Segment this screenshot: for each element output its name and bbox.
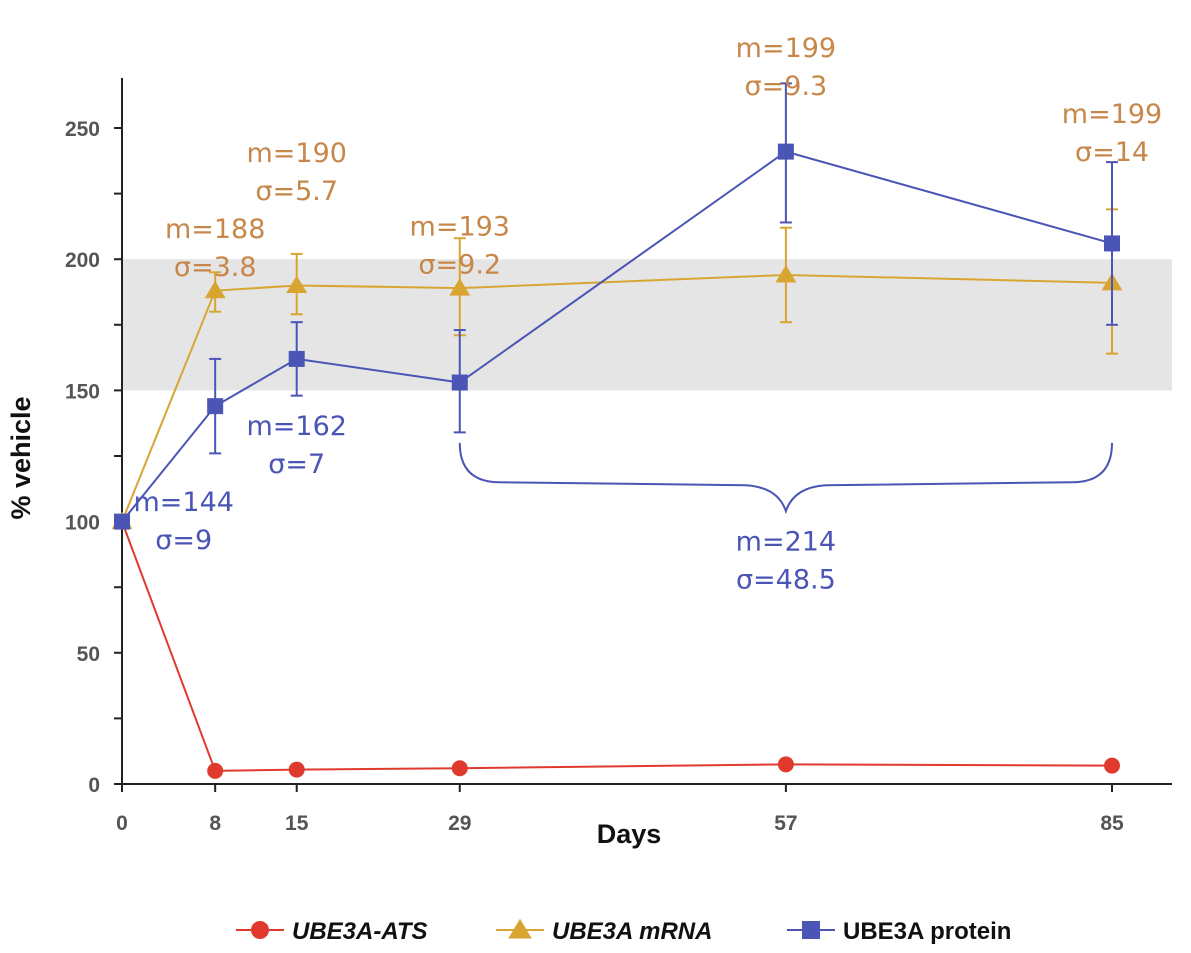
annotation-text: σ=14	[1075, 137, 1149, 168]
annotation-text: σ=5.7	[255, 176, 338, 207]
bracket	[458, 442, 1113, 515]
x-tick-label: 8	[209, 812, 221, 835]
annotation: m=188 σ=3.8	[165, 214, 265, 283]
data-point	[288, 761, 305, 778]
y-tick-label: 250	[65, 118, 100, 141]
data-point	[1104, 757, 1120, 774]
data-point	[1104, 235, 1120, 252]
series	[111, 82, 1123, 779]
annotation-text: σ=9.2	[418, 250, 501, 281]
annotation-text: σ=9.3	[745, 71, 828, 102]
y-tick-label: 0	[88, 774, 100, 797]
axes	[114, 78, 1172, 792]
series-line	[121, 150, 1113, 523]
legend-label: UBE3A protein	[843, 918, 1011, 945]
annotation-text: m=199	[736, 33, 836, 64]
data-point	[449, 278, 471, 296]
annotation: m=190 σ=5.7	[246, 138, 346, 207]
x-tick-label: 15	[285, 812, 309, 835]
legend-label: UBE3A-ATS	[292, 918, 428, 945]
data-point	[288, 350, 305, 367]
series-line	[121, 273, 1113, 522]
annotation-text: σ=9	[155, 525, 212, 556]
legend-label: UBE3A mRNA	[552, 918, 712, 945]
annotation-text: σ=7	[268, 449, 325, 480]
annotation-text: m=162	[246, 411, 346, 442]
legend-marker	[802, 921, 820, 939]
y-tick-label: 200	[65, 249, 100, 272]
annotation-text: m=144	[133, 487, 233, 518]
annotation: m=193 σ=9.2	[410, 212, 510, 281]
annotation-text: m=199	[1062, 99, 1162, 130]
x-tick-label: 29	[448, 812, 471, 835]
data-point	[207, 762, 224, 779]
annotation-text: m=188	[165, 214, 265, 245]
y-tick-label: 150	[65, 380, 100, 403]
y-tick-label: 50	[77, 643, 100, 666]
annotation-text: m=190	[246, 138, 346, 169]
data-point	[777, 143, 794, 160]
legend-item-ube3a-ats: UBE3A-ATS	[236, 918, 428, 945]
x-tick-label: 57	[774, 812, 797, 835]
series-ube3a-ats	[114, 513, 1120, 779]
data-point	[777, 756, 794, 773]
annotation-text: m=214	[736, 526, 836, 557]
legend-item-ube3a-protein: UBE3A protein	[787, 918, 1011, 945]
annotation: m=199 σ=9.3	[736, 33, 836, 102]
annotation-text: σ=48.5	[736, 564, 836, 595]
tick-labels: 0 50 100 150 200 250 0 8 15 29 57 85	[65, 118, 1124, 835]
brace-path	[458, 442, 1113, 515]
x-tick-label: 0	[116, 812, 128, 835]
y-axis-title: % vehicle	[6, 396, 36, 519]
y-tick-label: 100	[65, 512, 100, 535]
reference-band	[122, 259, 1172, 391]
annotation: m=162 σ=7	[246, 411, 346, 480]
annotation: m=144 σ=9	[133, 487, 233, 556]
legend-marker	[251, 921, 269, 939]
data-point	[775, 264, 797, 283]
data-point	[114, 513, 130, 530]
x-axis-title: Days	[597, 819, 662, 849]
annotations: m=188 σ=3.8 m=190 σ=5.7 m=193 σ=9.2 m=199 σ=9.3…	[133, 33, 1162, 595]
legend-item-ube3a-mrna: UBE3A mRNA	[496, 918, 712, 945]
annotation: m=199 σ=14	[1062, 99, 1162, 168]
series-ube3a-protein	[114, 82, 1120, 530]
data-point	[286, 275, 308, 293]
data-point	[451, 374, 468, 391]
data-point	[451, 760, 468, 777]
data-point	[204, 280, 226, 299]
x-tick-label: 85	[1100, 812, 1124, 835]
annotation-text: m=193	[410, 212, 510, 243]
series-line	[121, 521, 1113, 772]
legend: UBE3A-ATS UBE3A mRNA UBE3A protein	[236, 918, 1011, 945]
legend-marker	[508, 918, 532, 939]
data-point	[207, 398, 224, 415]
annotation-text: σ=3.8	[174, 252, 257, 283]
reference-band-rect	[122, 259, 1172, 391]
annotation: m=214 σ=48.5	[736, 526, 836, 595]
